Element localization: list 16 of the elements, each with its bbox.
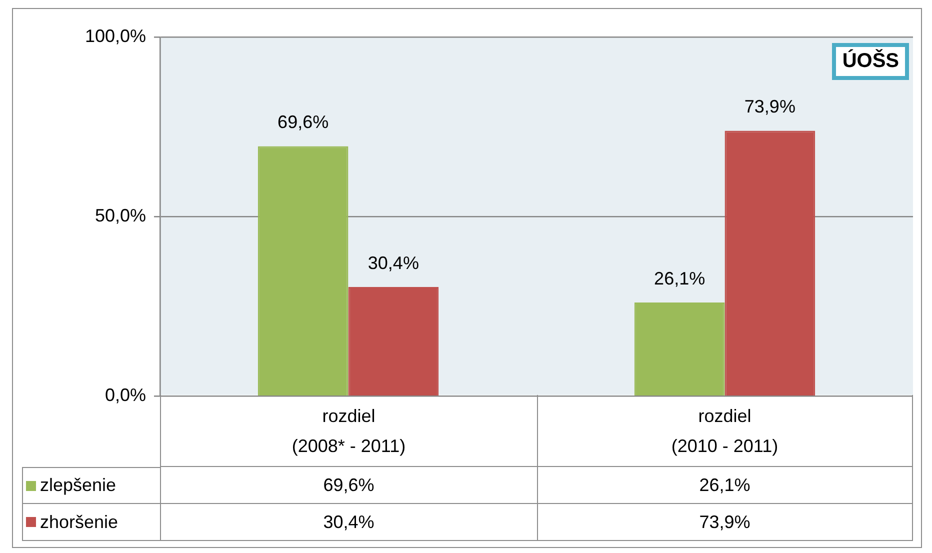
- data-label: 26,1%: [536, 467, 913, 504]
- data-label: 73,9%: [536, 504, 913, 541]
- text: 73,9%: [744, 96, 796, 117]
- y-tick-label: 100,0%: [84, 26, 146, 46]
- y-tick-label: 0,0%: [104, 385, 146, 406]
- legend-label: zhoršenie: [22, 504, 160, 541]
- data-label: 30,4%: [160, 504, 536, 541]
- text: 69,6%: [278, 112, 329, 132]
- y-tick-label: 50,0%: [94, 206, 146, 226]
- x-tick-label: rozdiel (2010 - 2011): [536, 395, 913, 467]
- data-label: 69,6%: [160, 467, 536, 504]
- annotation: ÚOŠS: [832, 43, 909, 80]
- text: 26,1%: [654, 268, 706, 288]
- legend-label: zlepšenie: [22, 467, 160, 504]
- x-tick-label: rozdiel (2008* - 2011): [160, 395, 536, 467]
- text: 30,4%: [368, 252, 419, 273]
